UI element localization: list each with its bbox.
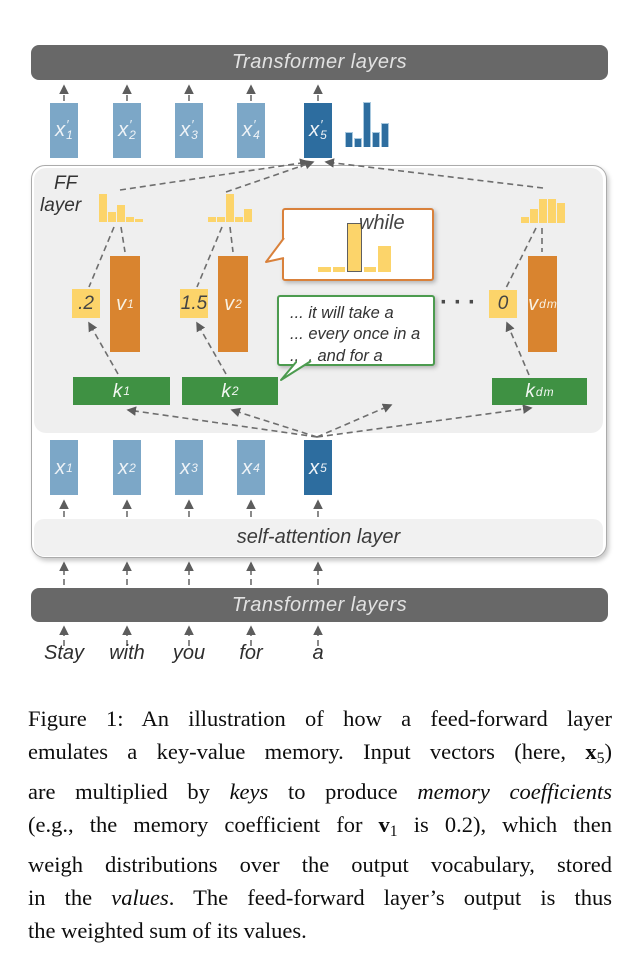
bar [345,132,353,147]
bar [557,203,565,223]
caption-line: Figure 1: An illustration of how a feed-… [28,706,612,731]
top-transformer-layers-bar: Transformer layers [31,45,608,80]
bar [363,267,377,272]
bar [108,212,116,222]
bar [117,205,125,222]
input-token-stay: Stay [43,642,85,664]
value-dm-distribution-chart [521,199,565,223]
bar [363,102,371,147]
memory-coefficient-dm: 0 [489,290,517,318]
bar [208,217,216,222]
output-vector-x3-label: x ′ 3 [180,117,198,142]
bar [372,132,380,147]
bottom-transformer-layers-bar: Transformer layers [31,588,608,622]
ff-layer-label-line1: FF [54,173,78,194]
caption-line: (e.g., the memory coefficient for v1 is … [28,811,612,840]
output-vector-x5-label: x ′ 5 [309,117,327,142]
output-vector-x5: x ′ 5 [304,103,332,158]
while-word: while [359,212,405,234]
bar [521,217,529,223]
self-attention-panel: self-attention layer [34,519,603,556]
key-pattern-line-3: ... , and for a [290,346,383,365]
more-memories-ellipsis: ··· [440,289,482,316]
ff-layer-label: FF layer [40,173,81,217]
memory-coefficient-2: 1.5 [180,289,208,318]
bar [332,267,346,272]
figure-caption: Figure 1: An illustration of how a feed-… [28,702,612,947]
output-distribution-chart [345,102,390,147]
output-vector-x1-label: x ′ 1 [55,117,73,142]
output-vector-x1: x ′ 1 [50,103,78,158]
bar [235,217,243,222]
output-vector-x2-label: x ′ 2 [118,117,136,142]
bar [530,209,538,223]
self-attention-label: self-attention layer [236,526,401,548]
bar [244,209,252,222]
output-vector-x4: x ′ 4 [237,103,265,158]
bar [318,267,331,272]
bar [135,219,143,222]
output-vector-x3: x ′ 3 [175,103,203,158]
bar [217,217,225,222]
caption-line: the weighted sum of its values. [28,917,307,943]
key-patterns-bubble: ... it will take a ... every once in a .… [277,295,435,366]
value2-distribution-chart [208,194,252,222]
bar [548,199,556,223]
caption-line: are multiplied by keys to produce memory… [28,778,612,804]
caption-line: emulates a key-value memory. Input vecto… [28,739,612,767]
caption-line: weigh distributions over the output voca… [28,851,612,877]
input-token-you: you [172,642,206,664]
memory-coefficient-1: .2 [72,289,100,318]
bar [347,223,362,272]
bar [354,138,362,147]
output-vector-x4-label: x ′ 4 [242,117,260,142]
value1-distribution-chart [99,194,143,222]
ff-layer-label-line2: layer [40,194,82,216]
caption-line: in the values. The feed-forward layer’s … [28,884,612,910]
bar [381,123,389,147]
output-vector-x2: x ′ 2 [113,103,141,158]
bar [226,194,234,222]
bar [99,194,107,222]
bar [126,217,134,222]
key-pattern-line-1: ... it will take a [290,304,394,322]
bar [539,199,547,223]
input-token-a: a [312,642,324,664]
bar [378,246,391,272]
input-token-for: for [239,642,263,664]
input-token-with: with [109,642,145,664]
key-pattern-line-2: ... every once in a [290,325,421,344]
while-bubble-chart [318,222,391,272]
bottom-transformer-layers-label: Transformer layers [231,593,408,616]
top-transformer-layers-label: Transformer layers [231,51,408,73]
